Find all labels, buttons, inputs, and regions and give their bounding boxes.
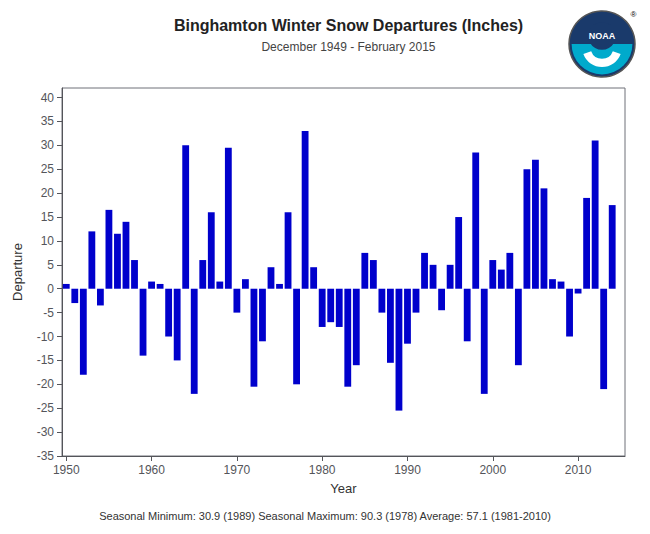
svg-text:25: 25 bbox=[41, 162, 55, 176]
svg-text:-35: -35 bbox=[37, 449, 55, 463]
svg-text:1960: 1960 bbox=[138, 463, 165, 477]
svg-text:-20: -20 bbox=[37, 377, 55, 391]
svg-text:Year: Year bbox=[330, 481, 357, 496]
svg-text:December 1949 - February 2015: December 1949 - February 2015 bbox=[261, 40, 435, 54]
svg-text:-15: -15 bbox=[37, 353, 55, 367]
svg-text:1970: 1970 bbox=[224, 463, 251, 477]
svg-text:NOAA: NOAA bbox=[589, 31, 616, 41]
svg-text:Departure: Departure bbox=[10, 243, 25, 301]
svg-text:10: 10 bbox=[41, 234, 55, 248]
svg-text:-30: -30 bbox=[37, 425, 55, 439]
svg-text:Seasonal Minimum: 30.9 (1989): Seasonal Minimum: 30.9 (1989) Seasonal M… bbox=[99, 510, 551, 522]
svg-text:2010: 2010 bbox=[565, 463, 592, 477]
svg-text:5: 5 bbox=[47, 258, 54, 272]
svg-text:2000: 2000 bbox=[479, 463, 506, 477]
svg-text:1980: 1980 bbox=[309, 463, 336, 477]
svg-text:35: 35 bbox=[41, 114, 55, 128]
svg-text:-25: -25 bbox=[37, 401, 55, 415]
svg-text:0: 0 bbox=[47, 282, 54, 296]
svg-text:Binghamton Winter Snow Departu: Binghamton Winter Snow Departures (Inche… bbox=[174, 17, 523, 34]
svg-text:1950: 1950 bbox=[53, 463, 80, 477]
svg-text:-5: -5 bbox=[43, 306, 54, 320]
svg-text:40: 40 bbox=[41, 91, 55, 105]
svg-text:1990: 1990 bbox=[394, 463, 421, 477]
svg-text:15: 15 bbox=[41, 210, 55, 224]
svg-text:30: 30 bbox=[41, 138, 55, 152]
svg-text:20: 20 bbox=[41, 186, 55, 200]
svg-text:-10: -10 bbox=[37, 330, 55, 344]
svg-text:®: ® bbox=[630, 10, 636, 19]
